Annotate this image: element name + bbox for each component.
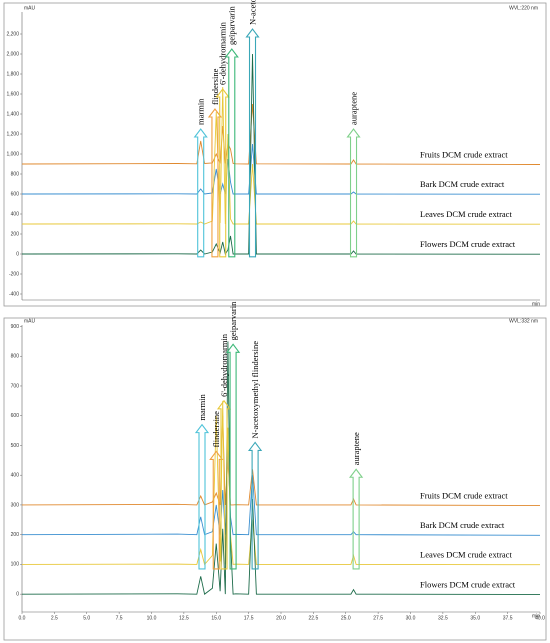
y-tick-label: 400: [11, 211, 20, 217]
y-tick-label: 0: [16, 591, 19, 597]
annotation: auraptene: [351, 432, 361, 465]
y-tick-label: 600: [11, 413, 20, 419]
trace-label: Leaves DCM crude extract: [420, 550, 512, 560]
annotation: marmin: [196, 98, 206, 125]
annotation: geiparvarin: [227, 6, 237, 45]
x-tick-label: 35.0: [470, 615, 480, 621]
annotation-arrow: [216, 399, 232, 570]
y-tick-label: -400: [9, 291, 19, 297]
y-tick-label: 600: [11, 191, 20, 197]
y-tick-label: 200: [11, 532, 20, 538]
trace-label: Fruits DCM crude extract: [420, 149, 508, 159]
y-tick-label: 2,200: [6, 31, 19, 37]
y-tick-label: -200: [9, 271, 19, 277]
annotation: N-acetoxymethyl flindersine: [250, 341, 260, 439]
x-tick-label: 5.0: [83, 615, 90, 621]
y-tick-label: 400: [11, 473, 20, 479]
y-tick-label: 200: [11, 231, 20, 237]
x-tick-label: 25.0: [341, 615, 351, 621]
y-tick-label: 1,600: [6, 91, 19, 97]
annotation: 6'-dehydromarmin: [219, 333, 229, 397]
annotation: flindersine: [210, 68, 220, 105]
annotation-arrow: [225, 343, 241, 570]
x-tick-label: 2.5: [51, 615, 58, 621]
y-tick-label: 300: [11, 502, 20, 508]
trace-label: Flowers DCM crude extract: [420, 239, 516, 249]
x-tick-label: 10.0: [147, 615, 157, 621]
y-tick-label: 1,000: [6, 151, 19, 157]
annotation-arrow: [207, 108, 223, 258]
trace-label: Leaves DCM crude extract: [420, 209, 512, 219]
x-tick-label: 32.5: [438, 615, 448, 621]
y-tick-label: 800: [11, 171, 20, 177]
x-tick-label: 40.0: [535, 615, 545, 621]
x-tick-label: 0.0: [19, 615, 26, 621]
annotation-arrow: [215, 88, 230, 258]
trace-label: Bark DCM crude extract: [420, 520, 505, 530]
y-axis-label: mAU: [24, 5, 36, 11]
annotation-arrow: [194, 423, 210, 570]
x-tick-label: 7.5: [116, 615, 123, 621]
annotation-arrow: [193, 128, 208, 258]
trace: [21, 341, 541, 595]
annotation-arrow: [248, 441, 263, 570]
panel-frame: [3, 317, 547, 641]
y-tick-label: 700: [11, 383, 20, 389]
x-tick-label: 20.0: [276, 615, 286, 621]
y-tick-label: 900: [11, 324, 20, 330]
y-tick-label: 1,200: [6, 131, 19, 137]
annotation: auraptene: [348, 92, 358, 125]
x-tick-label: 30.0: [406, 615, 416, 621]
wavelength: WVL:332 nm: [509, 318, 538, 324]
x-tick-label: 37.5: [503, 615, 513, 621]
trace-label: Bark DCM crude extract: [420, 179, 505, 189]
annotation: flindersine: [211, 411, 221, 448]
panel-frame: [3, 2, 547, 307]
annotation-arrow: [245, 28, 260, 258]
x-tick-label: 17.5: [244, 615, 254, 621]
trace: [21, 86, 541, 225]
x-tick-label: 27.5: [373, 615, 383, 621]
x-axis-label: min: [532, 613, 540, 619]
y-tick-label: 100: [11, 562, 20, 568]
y-tick-label: 2,000: [6, 51, 19, 57]
wavelength: WVL:220 nm: [509, 5, 538, 11]
trace-label: Flowers DCM crude extract: [420, 579, 516, 589]
annotation-arrow: [209, 450, 224, 570]
y-tick-label: 1,400: [6, 111, 19, 117]
annotation-arrow: [346, 128, 361, 258]
y-tick-label: 0: [16, 251, 19, 257]
x-tick-label: 15.0: [211, 615, 221, 621]
annotation-arrow: [349, 468, 364, 570]
x-axis-label: min: [532, 301, 540, 307]
y-axis-label: mAU: [24, 318, 36, 324]
annotation: 6'-dehydromarmin: [218, 21, 228, 85]
trace: [21, 53, 541, 256]
y-tick-label: 1,800: [6, 71, 19, 77]
annotation-arrow: [224, 48, 239, 258]
x-tick-label: 12.5: [179, 615, 189, 621]
trace-label: Fruits DCM crude extract: [420, 490, 508, 500]
x-tick-label: 22.5: [309, 615, 319, 621]
trace: [21, 400, 541, 566]
trace: [21, 143, 541, 195]
y-tick-label: 500: [11, 443, 20, 449]
y-tick-label: 800: [11, 354, 20, 360]
annotation: geiparvarin: [228, 301, 238, 340]
annotation: marmin: [197, 393, 207, 420]
annotation: N-acetoxymethyl flindersine: [247, 0, 257, 25]
